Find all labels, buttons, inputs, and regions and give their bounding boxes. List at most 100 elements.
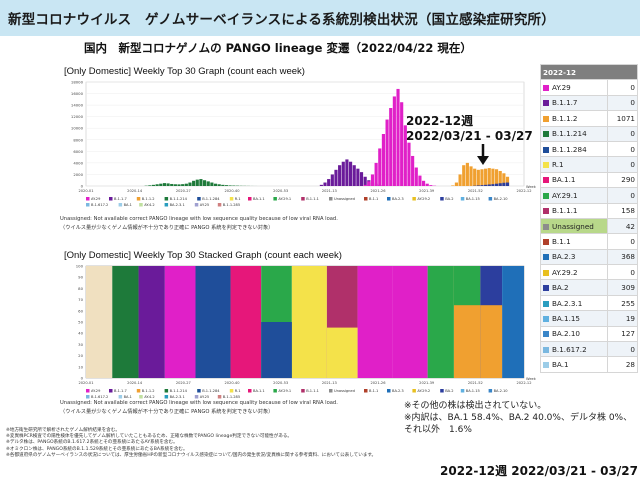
lineage-count-cell: 368 [607,248,638,266]
bar [199,179,203,186]
bar [334,169,338,186]
bar [367,181,371,186]
lineage-count-table: 2022-12 AY.29 0 B.1.1.7 0 B.1.1.2 1071 B.1.1.21… [540,63,638,373]
legend-swatch [543,162,549,169]
table-row: AY.29.1 0 [540,187,638,204]
lineage-count-cell: 290 [607,171,638,189]
legend-swatch [440,197,444,201]
x-tick-label: 2020-14 [127,189,143,193]
stacked-band [291,266,327,378]
x-tick-label: 2021-13 [322,189,337,193]
legend-label: B.1.1.285 [223,395,240,399]
bar [385,119,389,186]
legend-swatch [329,389,333,393]
week-annotation-line2: 2022/03/21 - 03/27 [406,129,533,143]
lineage-name-cell: B.1.1.2 [540,110,608,127]
x-tick-label: 2021-39 [419,189,435,193]
legend-swatch [543,254,549,261]
lineage-label: R.1 [552,160,564,170]
bottom-week-label: 2022-12週 2022/03/21 - 03/27 [440,464,638,478]
legend-label: BA.2 [445,197,453,201]
bar [495,183,499,186]
bar [487,168,491,186]
lineage-name-cell: BA.2.3.1 [540,294,608,312]
bar [228,185,232,186]
legend-swatch [109,197,113,201]
legend-swatch [543,192,549,199]
bar [480,169,484,186]
lineage-name-cell: AY.29 [540,79,608,96]
bar [349,161,353,186]
breakdown-note-line3: それ以外 1.6% [404,425,472,435]
table-row: B.1.1.7 0 [540,94,638,112]
table-row: B.1.1.284 0 [540,140,638,158]
bar [422,180,426,186]
y-tick-label: 50 [78,320,83,325]
legend-swatch [543,146,549,153]
legend-swatch [194,203,199,207]
stacked-band [138,266,165,378]
bottom-unassigned-note-jp: （ウイルス量が少なくゲノム情報が不十分であり正確に PANGO 系統を判定できな… [60,409,274,415]
lineage-label: AY.29 [552,83,571,93]
legend-swatch [543,100,549,107]
bar [498,170,502,186]
lineage-label: B.1.617.2 [552,344,587,354]
legend-label: B.1.1.2 [142,197,155,201]
legend-swatch [488,389,493,393]
bar [407,142,411,186]
legend-label: B.1.1.1 [306,197,319,201]
bar [403,125,407,186]
legend-swatch [543,269,549,276]
bar [217,184,221,186]
legend-swatch [197,389,201,393]
lineage-count-cell: 0 [607,187,638,204]
legend-swatch [86,197,90,201]
lineage-name-cell: B.1.1.7 [540,94,608,112]
lineage-name-cell: BA.2.10 [540,325,608,343]
lineage-count-cell: 28 [607,356,638,373]
lineage-label: Unassigned [552,221,594,231]
legend-label: BA.2 [445,389,453,393]
bar [425,183,429,186]
breakdown-note: ※その他の株は検出されていない。 ※内訳は、BA.1 58.4%、BA.2 40… [404,400,632,436]
y-tick-label: 30 [78,342,83,347]
x-tick-label: 2020-40 [224,189,240,193]
legend-swatch [460,389,465,393]
lineage-name-cell: B.1.1.284 [540,140,608,158]
lineage-name-cell: R.1 [540,156,608,173]
legend-label: B.1.1.2 [142,389,155,393]
y-tick-label: 60 [78,308,83,313]
bar [476,185,480,186]
lineage-name-cell: BA.1 [540,356,608,373]
legend-swatch [86,389,90,393]
bar [491,184,495,186]
lineage-count-cell: 0 [607,140,638,158]
table-header-row: 2022-12 [540,63,638,81]
legend-label: AY.29 [91,389,101,393]
x-tick-label: 2020-01 [78,381,93,385]
lineage-label: AY.29.2 [552,267,578,277]
legend-swatch [229,389,234,393]
y-tick-label: 14000 [71,103,84,108]
legend-label: B.1.617.2 [91,395,108,399]
week-annotation-line1: 2022-12週 [406,114,474,128]
lineage-label: B.1.1 [552,236,571,246]
legend-swatch [387,197,391,201]
bar [505,182,510,186]
stacked-band [86,266,113,378]
bar [484,168,488,186]
lineage-count-cell: 0 [607,233,638,250]
bar [195,179,199,186]
legend-label: BA.2.3 [392,197,404,201]
lineage-count-cell: 309 [607,279,638,296]
stacked-band [230,266,262,378]
page-title: 新型コロナウイルス ゲノムサーベイランスによる系統別検出状況（国立感染症研究所） [8,12,555,28]
legend-swatch [412,197,416,201]
legend-swatch [217,395,222,399]
legend-swatch [136,389,141,393]
y-tick-label: 100 [76,264,84,269]
y-tick-label: 10 [78,364,83,369]
bar [458,174,462,186]
legend-swatch [194,395,199,399]
stacked-band [195,266,231,378]
